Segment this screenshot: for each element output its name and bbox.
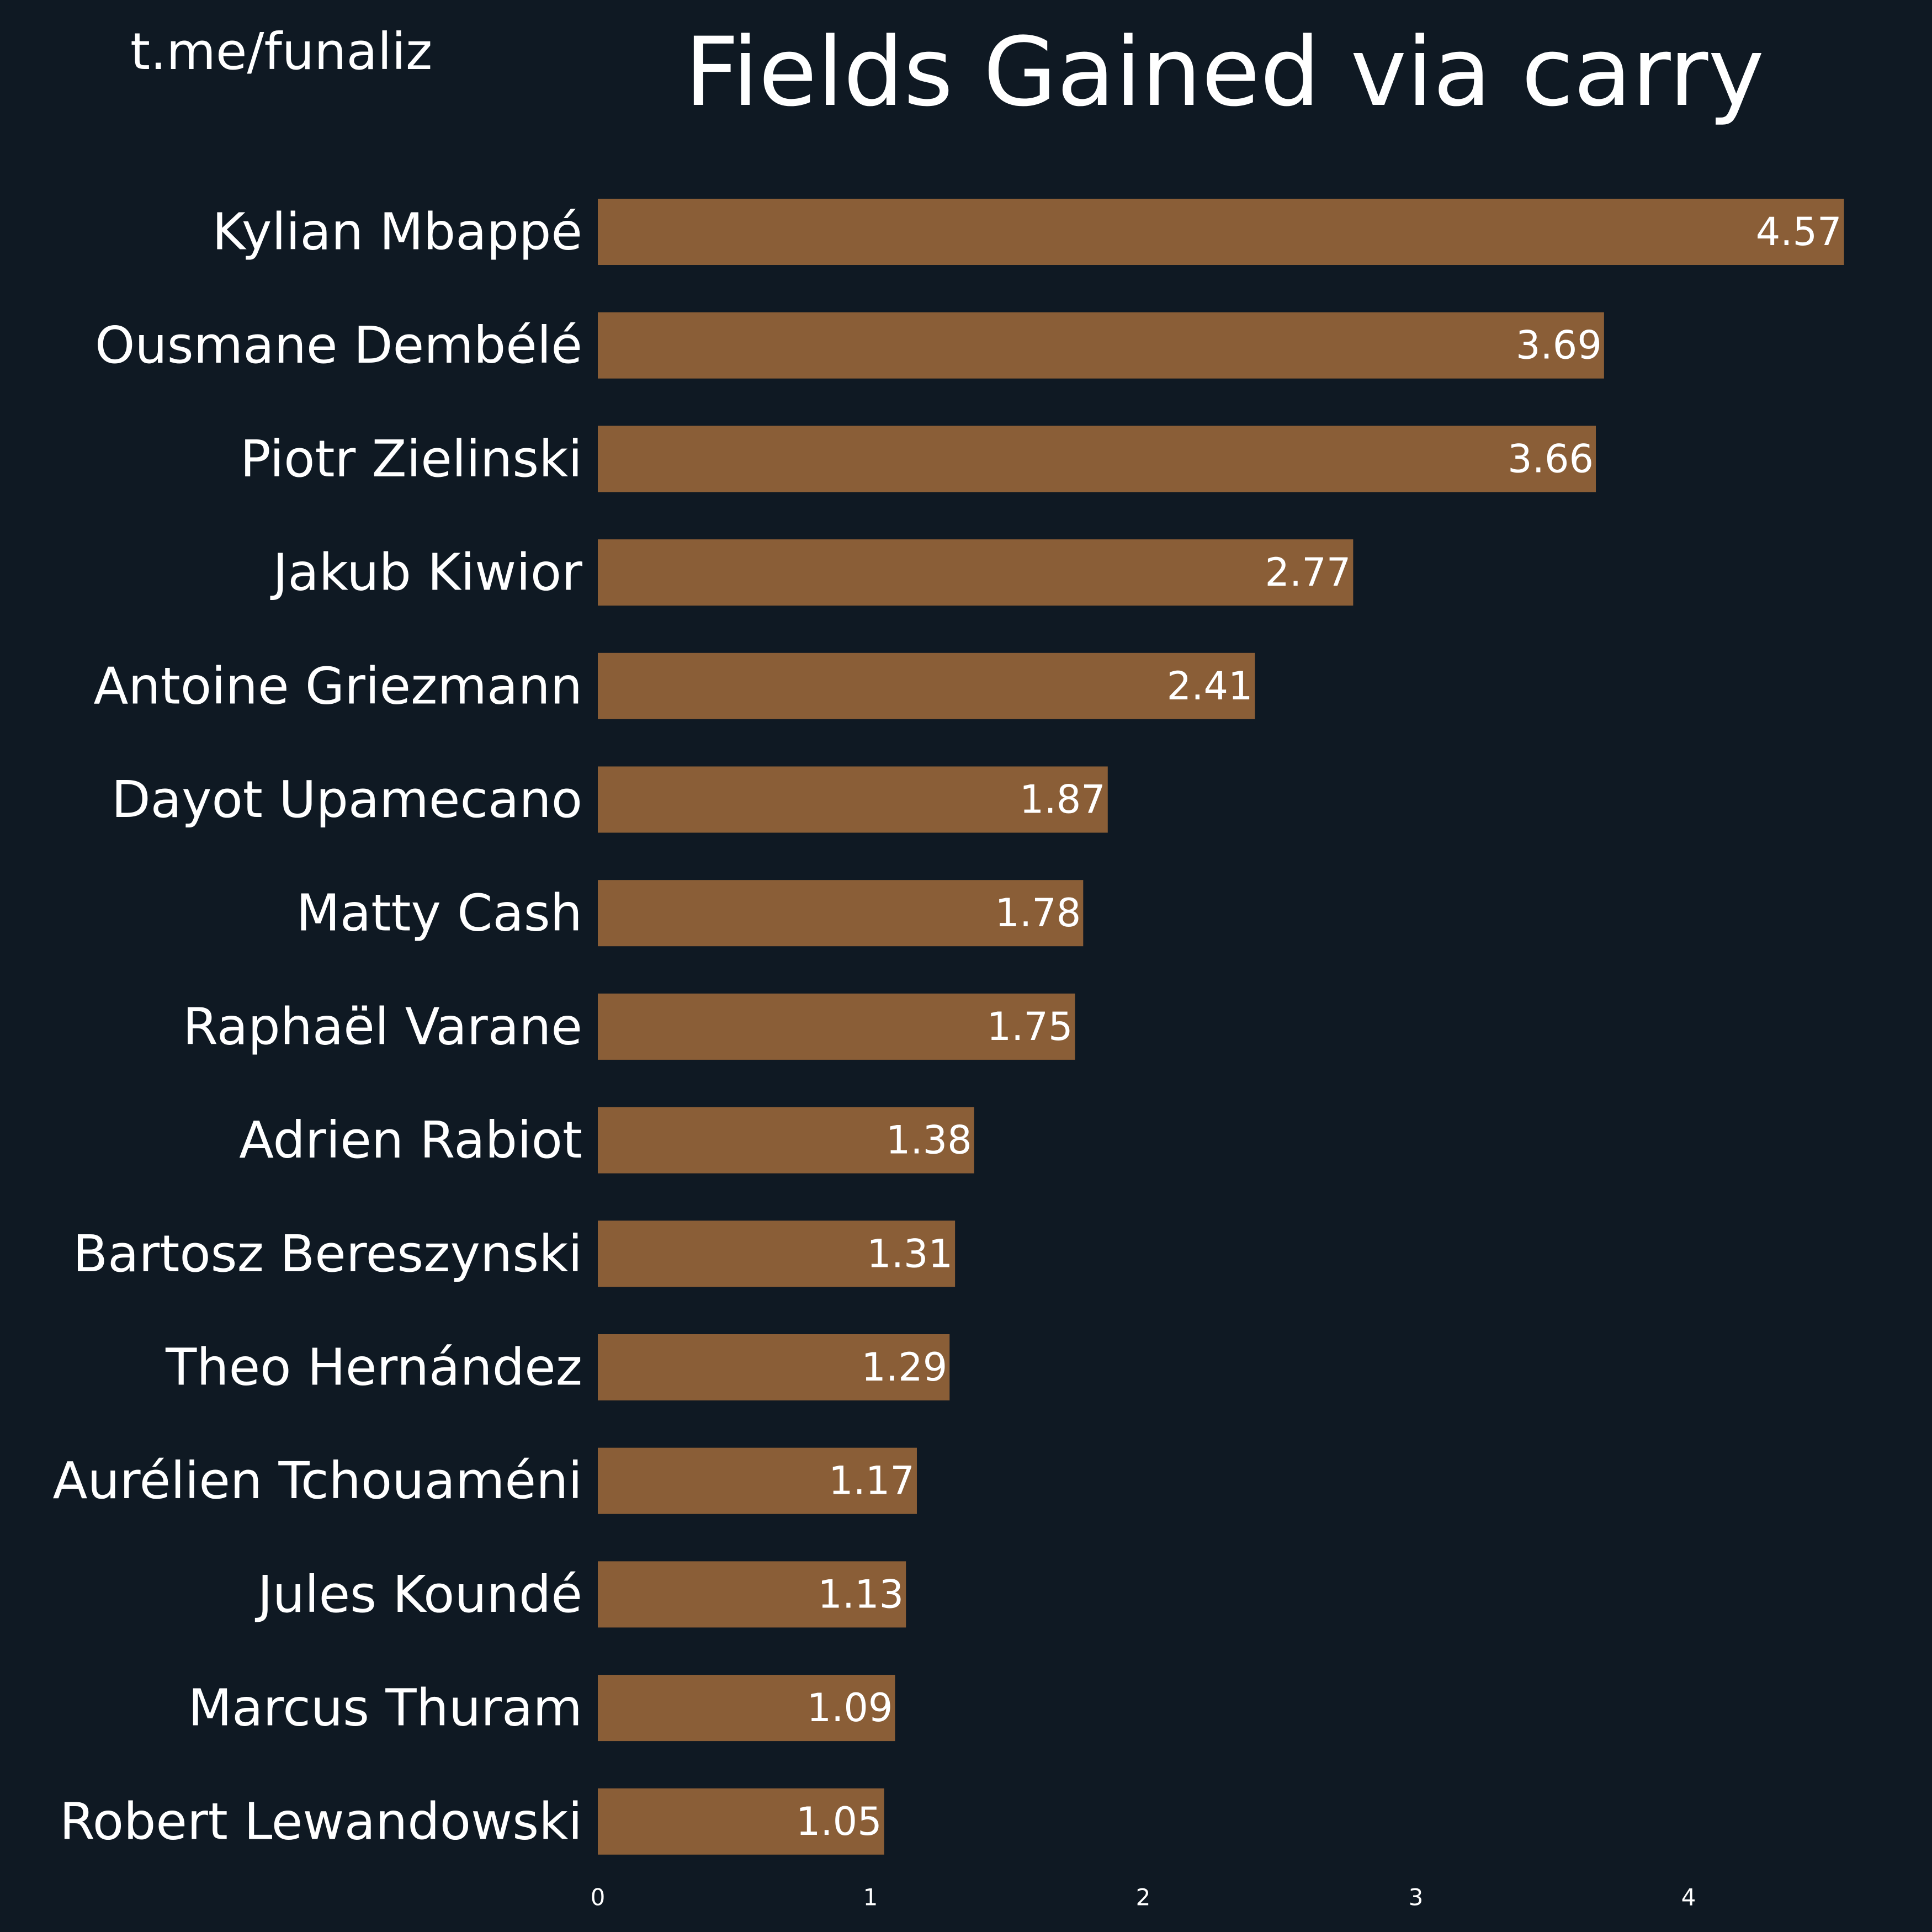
- category-label: Kylian Mbappé: [212, 203, 582, 262]
- value-label: 1.09: [807, 1685, 893, 1731]
- bar: [598, 1220, 956, 1287]
- bar: [598, 1107, 974, 1174]
- x-tick-label: 2: [1136, 1884, 1151, 1911]
- value-label: 1.29: [861, 1345, 947, 1390]
- bar: [598, 1788, 884, 1855]
- value-label: 3.66: [1508, 436, 1594, 481]
- category-label: Raphaël Varane: [183, 997, 582, 1056]
- bar: [598, 539, 1354, 606]
- category-label: Theo Hernández: [165, 1338, 582, 1397]
- value-label: 2.41: [1167, 664, 1253, 709]
- value-label: 4.57: [1756, 209, 1842, 254]
- watermark-text: t.me/funaliz: [130, 22, 433, 81]
- category-label: Bartosz Bereszynski: [73, 1224, 582, 1283]
- category-label: Aurélien Tchouaméni: [53, 1451, 582, 1510]
- bar: [598, 652, 1255, 719]
- bar: [598, 880, 1084, 947]
- value-label: 1.13: [818, 1572, 904, 1617]
- value-label: 1.05: [796, 1799, 882, 1844]
- category-label: Jules Koundé: [255, 1565, 582, 1624]
- chart-title: Fields Gained via carry: [684, 17, 1765, 128]
- value-label: 3.69: [1516, 323, 1602, 368]
- bar: [598, 1561, 906, 1628]
- value-label: 1.31: [867, 1231, 953, 1276]
- x-tick-label: 3: [1409, 1884, 1424, 1911]
- category-label: Matty Cash: [296, 884, 582, 943]
- category-label: Robert Lewandowski: [60, 1792, 582, 1851]
- bar: [598, 426, 1596, 492]
- value-label: 1.87: [1020, 777, 1106, 822]
- bar: [598, 199, 1844, 265]
- category-label: Marcus Thuram: [188, 1679, 582, 1738]
- category-label: Jakub Kiwior: [270, 543, 582, 602]
- category-label: Dayot Upamecano: [112, 770, 582, 829]
- category-label: Adrien Rabiot: [239, 1111, 582, 1170]
- category-label: Antoine Griezmann: [94, 656, 583, 715]
- value-label: 1.75: [987, 1004, 1073, 1049]
- x-tick-label: 0: [591, 1884, 606, 1911]
- bar: [598, 1447, 917, 1514]
- bar: [598, 993, 1075, 1060]
- value-label: 1.78: [995, 890, 1081, 936]
- category-label: Ousmane Dembélé: [95, 316, 582, 375]
- value-label: 1.17: [829, 1458, 915, 1504]
- bar: [598, 766, 1108, 833]
- x-tick-label: 1: [863, 1884, 878, 1911]
- bar: [598, 1675, 895, 1742]
- x-tick-label: 4: [1681, 1884, 1696, 1911]
- value-label: 2.77: [1265, 550, 1351, 595]
- value-label: 1.38: [886, 1118, 972, 1163]
- bar: [598, 312, 1604, 379]
- category-label: Piotr Zielinski: [240, 429, 582, 489]
- bar: [598, 1334, 950, 1400]
